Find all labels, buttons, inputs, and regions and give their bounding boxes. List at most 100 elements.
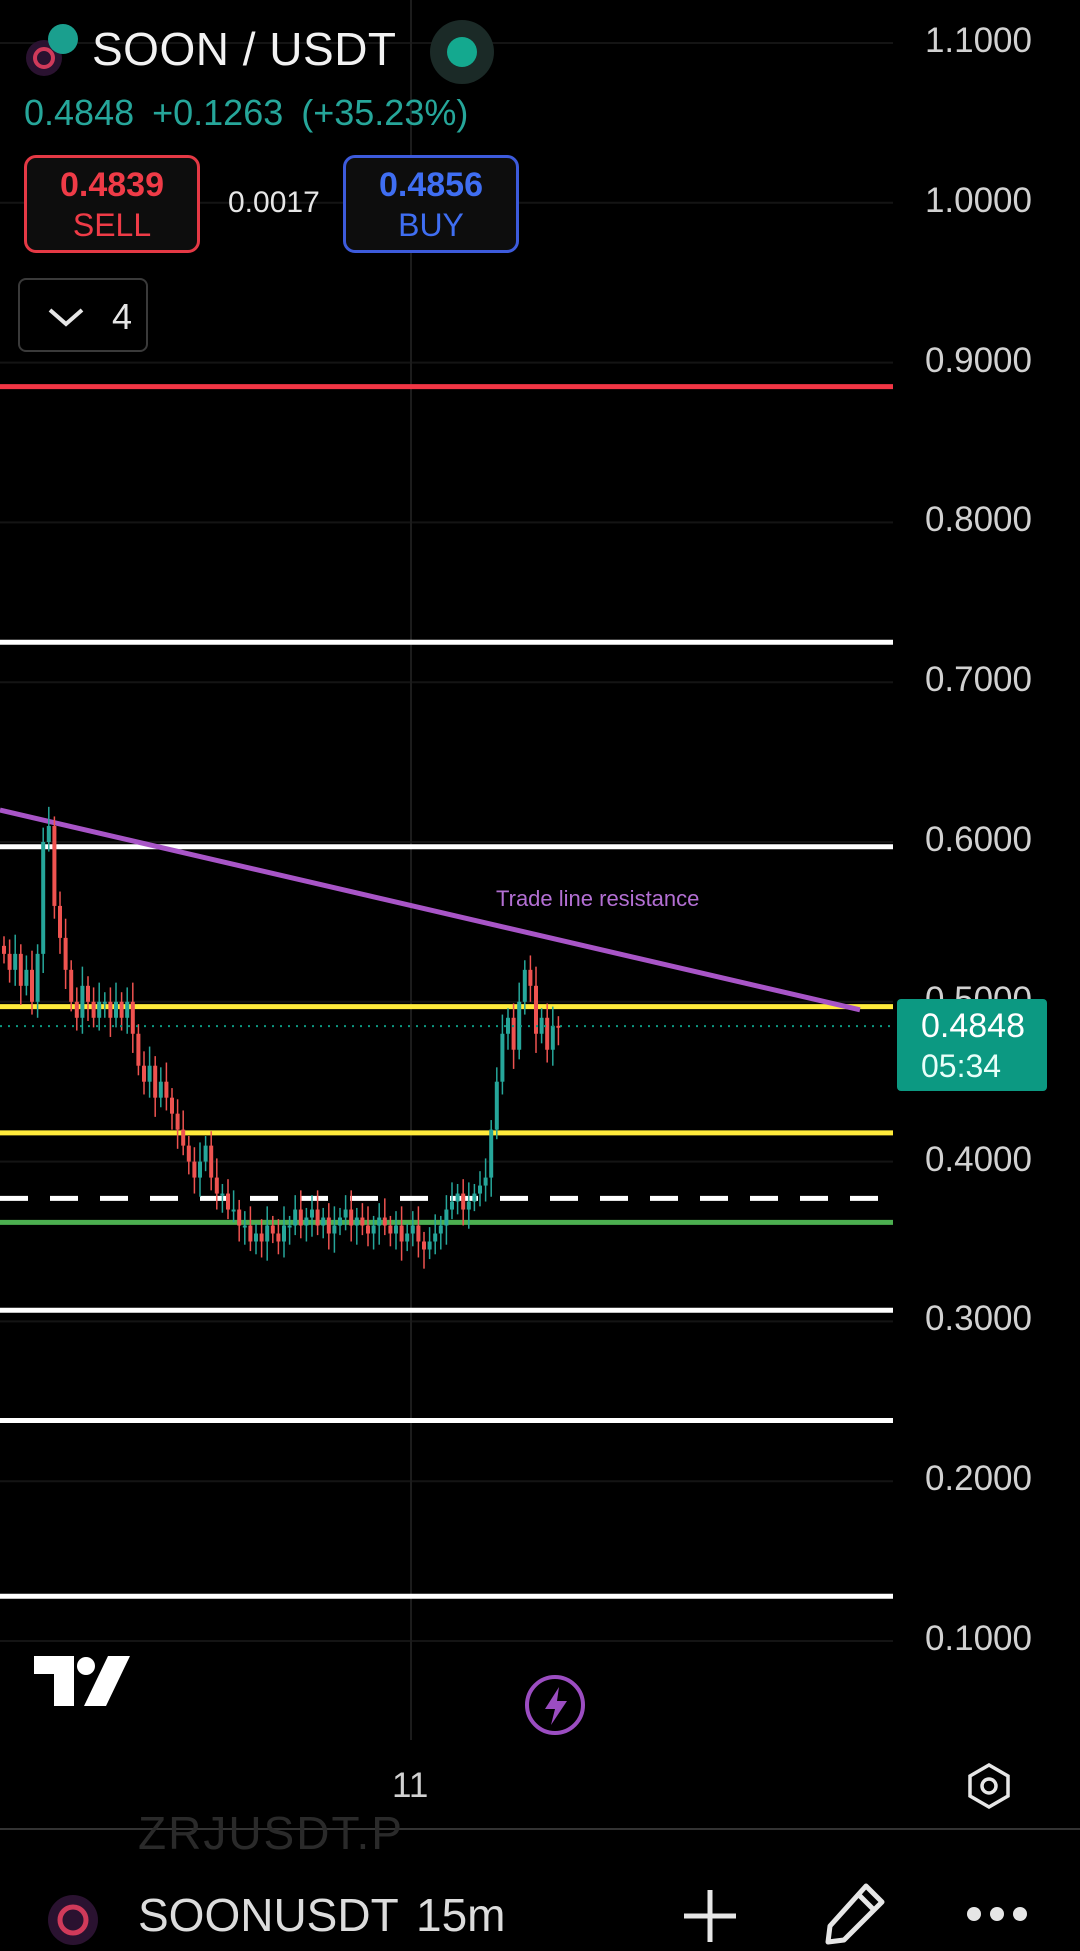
candle-body [343, 1209, 348, 1218]
candle-body [24, 969, 29, 986]
price-axis-label: 0.4000 [924, 1139, 1032, 1179]
candle-body [360, 1217, 365, 1226]
candle-body [125, 1001, 130, 1018]
candle-body [298, 1209, 303, 1226]
current-price-tag: 0.4848 05:34 [897, 999, 1047, 1091]
candle-body [511, 1017, 516, 1050]
symbol-logo[interactable] [48, 1895, 98, 1945]
candle-body [500, 1033, 505, 1082]
candle-body [203, 1145, 208, 1162]
candle-body [175, 1113, 180, 1130]
candle-body [270, 1225, 275, 1234]
candle-body [444, 1209, 449, 1226]
price-axis-label: 0.2000 [924, 1459, 1032, 1499]
candle-body [259, 1233, 264, 1242]
candle-body [220, 1193, 225, 1196]
price-axis-label: 0.6000 [924, 820, 1032, 859]
candle-body [276, 1233, 281, 1242]
candle-body [556, 1025, 561, 1028]
candle-body [181, 1129, 186, 1146]
buy-button[interactable]: 0.4856 BUY [343, 155, 519, 253]
settings-icon[interactable] [966, 1763, 1012, 1809]
candle-body [483, 1177, 488, 1186]
candle-body [147, 1065, 152, 1082]
candle-body [119, 1001, 124, 1018]
trendline-label: Trade line resistance [496, 886, 700, 911]
candle-body [265, 1225, 270, 1242]
candle-body [422, 1241, 426, 1250]
candle-body [248, 1225, 253, 1242]
candle-body [7, 953, 12, 970]
price-change-line: 0.4848 +0.1263 (+35.23%) [24, 92, 486, 134]
soon-logo-icon [33, 47, 55, 69]
more-icon[interactable] [966, 1902, 1028, 1926]
exchange-badge-icon [48, 24, 78, 54]
candle-body [354, 1217, 359, 1226]
candle-body [136, 1033, 141, 1066]
candle-body [242, 1225, 247, 1228]
candle-body [74, 1001, 79, 1018]
candle-body [86, 985, 90, 1002]
candle-body [455, 1193, 460, 1202]
candle-body [399, 1225, 404, 1242]
candle-body [80, 985, 85, 1018]
candle-body [326, 1217, 331, 1234]
candle-body [410, 1225, 415, 1234]
candle-body [478, 1185, 482, 1194]
interval-selector[interactable]: 15m [416, 1889, 506, 1941]
candle-body [209, 1145, 214, 1178]
candle-body [366, 1225, 370, 1234]
candle-body [254, 1233, 258, 1242]
candle-body [186, 1145, 191, 1162]
sell-button[interactable]: 0.4839 SELL [24, 155, 200, 253]
candle-body [153, 1065, 158, 1098]
change-pct: (+35.23%) [301, 92, 469, 133]
candle-body [394, 1225, 398, 1234]
sell-label: SELL [72, 207, 152, 243]
buy-price: 0.4856 [379, 166, 483, 204]
candle-body [371, 1225, 376, 1234]
quick-trade-button[interactable] [525, 1675, 585, 1735]
lightning-icon [545, 1687, 567, 1725]
horizontal-levels [0, 384, 893, 1599]
candle-body [472, 1193, 477, 1202]
spread-value: 0.0017 [228, 186, 320, 219]
candle-body [450, 1201, 454, 1210]
candle-body [226, 1193, 230, 1210]
symbol-name[interactable]: SOONUSDT [138, 1889, 399, 1941]
price-axis-label: 0.7000 [924, 660, 1032, 700]
candle-body [2, 945, 6, 954]
indicators-toggle[interactable]: 4 [18, 278, 148, 352]
candle-body [539, 1017, 544, 1034]
candle-body [130, 1001, 135, 1034]
current-price-value: 0.4848 [921, 1007, 1025, 1045]
market-status-indicator[interactable] [430, 20, 494, 84]
price-axis-label: 1.1000 [924, 21, 1032, 60]
candle-body [461, 1193, 466, 1210]
candle-body [310, 1209, 314, 1218]
candle-body [466, 1201, 471, 1210]
pair-title[interactable]: SOON / USDT [92, 23, 397, 75]
candle-body [349, 1209, 354, 1226]
trendline-resistance[interactable] [0, 807, 861, 1013]
price-axis-label: 0.9000 [924, 340, 1032, 380]
candle-body [214, 1177, 219, 1194]
candle-body [158, 1081, 163, 1098]
candle-body [58, 905, 62, 938]
candle-body [489, 1129, 494, 1178]
candle-body [293, 1209, 298, 1226]
candle-body [416, 1225, 421, 1242]
candle-body [237, 1209, 242, 1226]
candle-body [427, 1241, 432, 1250]
candle-body [534, 985, 538, 1034]
candlesticks [2, 806, 561, 1269]
bottom-toolbar [0, 1828, 1080, 1951]
candle-body [13, 953, 18, 970]
chart-grid [0, 0, 893, 1740]
draw-icon[interactable] [822, 1882, 886, 1946]
previous-symbol-ghost: ZRJUSDT.P [138, 1807, 404, 1859]
last-price: 0.4848 [24, 92, 135, 133]
add-icon[interactable] [682, 1888, 738, 1944]
candle-body [405, 1233, 410, 1242]
